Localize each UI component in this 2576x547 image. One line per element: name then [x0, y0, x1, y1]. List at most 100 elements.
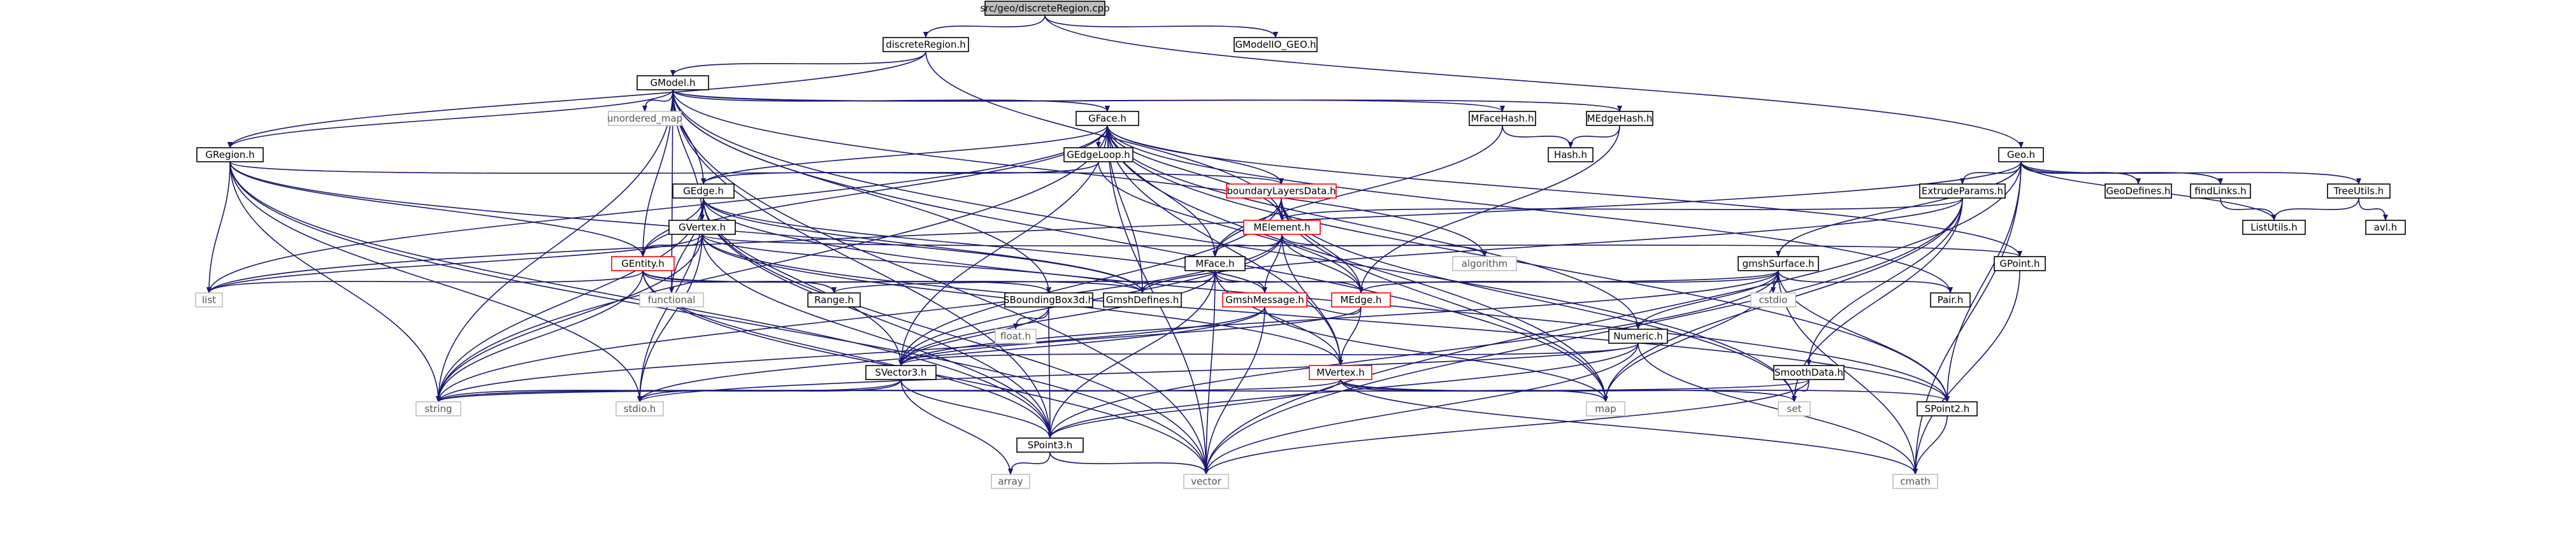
node-box — [637, 75, 709, 90]
edge-Geo_h-to-vector — [1204, 161, 2022, 475]
node-GEdge-h[interactable]: GEdge.h — [672, 183, 735, 199]
edge-boundaryLayersData_h-to-MElement_h — [1279, 197, 1284, 221]
node-box — [1004, 292, 1093, 308]
edge-GModel_h-to-string — [436, 89, 673, 402]
node-gmshSurface-h[interactable]: gmshSurface.h — [1738, 256, 1819, 271]
node-label: algorithm — [1462, 258, 1507, 269]
edge-Geo_h-to-gmshSurface_h — [1776, 161, 2022, 257]
node-SPoint2-h[interactable]: SPoint2.h — [1917, 401, 1978, 416]
node-Pair-h[interactable]: Pair.h — [1930, 292, 1971, 308]
node-box — [1994, 256, 2046, 271]
node-Range-h[interactable]: Range.h — [807, 292, 861, 308]
node-SmoothData-h[interactable]: SmoothData.h — [1773, 365, 1845, 380]
edge-GRegion_h-to-boundaryLayersData_h — [229, 161, 1284, 185]
node-cmath: cmath — [1892, 474, 1938, 489]
node-map: map — [1586, 401, 1625, 416]
node-label: cmath — [1900, 476, 1930, 487]
edge-GEdge_h-to-SPoint2_h — [703, 197, 1950, 402]
node-GRegion-h[interactable]: GRegion.h — [196, 147, 264, 162]
node-box — [196, 147, 264, 162]
edge-SmoothData_h-to-set — [1792, 379, 1810, 402]
node-label: MEdgeHash.h — [1587, 113, 1653, 124]
node-SVector3-h[interactable]: SVector3.h — [865, 365, 937, 380]
node-box — [1243, 220, 1321, 235]
node-SBoundingBox3d-h[interactable]: SBoundingBox3d.h — [1004, 292, 1094, 308]
node-label: GEdge.h — [683, 185, 724, 197]
node-boundaryLayersData-h[interactable]: boundaryLayersData.h — [1226, 183, 1337, 199]
edge-root-to-Geo_h — [1044, 15, 2024, 148]
edge-MElement_h-to-GmshMessage_h — [1262, 234, 1283, 294]
node-GmshDefines-h[interactable]: GmshDefines.h — [1103, 292, 1182, 308]
edge-GFace_h-to-MElement_h — [1107, 125, 1284, 221]
edge-discreteRegion_h-to-GModel_h — [670, 51, 926, 76]
edge-GRegion_h-to-list — [206, 161, 231, 294]
node-MFace-h[interactable]: MFace.h — [1184, 256, 1246, 271]
node-label: GEdgeLoop.h — [1067, 149, 1130, 160]
node-GModel-h[interactable]: GModel.h — [637, 75, 709, 90]
node-MVertex-h[interactable]: MVertex.h — [1309, 365, 1372, 380]
node-MEdge-h[interactable]: MEdge.h — [1331, 292, 1391, 308]
node-label: float.h — [1000, 330, 1031, 342]
node-box — [2105, 183, 2172, 199]
node-MEdgeHash-h[interactable]: MEdgeHash.h — [1586, 111, 1653, 126]
node-ExtrudeParams-h[interactable]: ExtrudeParams.h — [1919, 183, 2006, 199]
node-SPoint3-h[interactable]: SPoint3.h — [1016, 437, 1084, 453]
node-label: MElement.h — [1253, 222, 1310, 233]
node-GeoDefines-h[interactable]: GeoDefines.h — [2105, 183, 2172, 199]
node-Hash-h[interactable]: Hash.h — [1548, 147, 1594, 162]
node-GPoint-h[interactable]: GPoint.h — [1994, 256, 2046, 271]
node-root[interactable]: src/geo/discreteRegion.cpp — [980, 1, 1110, 16]
node-GFace-h[interactable]: GFace.h — [1076, 111, 1139, 126]
edge-MElement_h-to-MEdge_h — [1281, 234, 1364, 294]
edge-MFace_h-to-vector — [1204, 270, 1216, 475]
edge-MElement_h-to-algorithm — [1281, 234, 1487, 257]
edge-GEntity_h-to-list — [206, 270, 644, 294]
node-GmshMessage-h[interactable]: GmshMessage.h — [1222, 292, 1307, 308]
node-box — [1226, 183, 1337, 199]
node-Geo-h[interactable]: Geo.h — [1998, 147, 2044, 162]
node-discreteRegion-h[interactable]: discreteRegion.h — [882, 37, 969, 52]
node-GEdgeLoop-h[interactable]: GEdgeLoop.h — [1063, 147, 1133, 162]
node-label: GRegion.h — [205, 149, 254, 160]
node-box — [615, 401, 664, 416]
node-label: SBoundingBox3d.h — [1004, 294, 1094, 306]
edge-MFace_h-to-SVector3_h — [898, 270, 1216, 366]
edge-Numeric_h-to-vector — [1204, 343, 1639, 475]
edge-SPoint2_h-to-cmath — [1913, 415, 1948, 475]
node-float-h: float.h — [995, 329, 1037, 344]
node-box — [1892, 474, 1938, 489]
node-MFaceHash-h[interactable]: MFaceHash.h — [1469, 111, 1536, 126]
node-findLinks-h[interactable]: findLinks.h — [2190, 183, 2251, 199]
node-avl-h[interactable]: avl.h — [2365, 220, 2406, 235]
edge-SBoundingBox3d_h-to-SPoint3_h — [1047, 306, 1053, 439]
node-box — [1184, 256, 1246, 271]
node-string: string — [415, 401, 461, 416]
edge-GmshMessage_h-to-string — [436, 306, 1265, 402]
edge-gmshSurface_h-to-Range_h — [831, 270, 1779, 294]
node-TreeUtils-h[interactable]: TreeUtils.h — [2327, 183, 2391, 199]
edge-GEntity_h-to-string — [436, 270, 644, 402]
edge-Geo_h-to-list — [206, 161, 2022, 294]
node-stdio-h: stdio.h — [615, 401, 664, 416]
node-box — [1469, 111, 1536, 126]
node-label: set — [1787, 403, 1802, 415]
node-functional: functional — [639, 292, 704, 308]
node-ListUtils-h[interactable]: ListUtils.h — [2242, 220, 2306, 235]
node-label: MFace.h — [1195, 258, 1234, 269]
node-box — [611, 256, 675, 271]
edge-Geo_h-to-SPoint2_h — [1945, 161, 2022, 402]
node-box — [1917, 401, 1978, 416]
node-label: string — [424, 403, 452, 415]
node-Numeric-h[interactable]: Numeric.h — [1608, 329, 1668, 344]
node-label: GFace.h — [1088, 113, 1126, 124]
node-label: boundaryLayersData.h — [1227, 185, 1335, 197]
edge-GFace_h-to-SPoint2_h — [1107, 125, 1950, 402]
node-GVertex-h[interactable]: GVertex.h — [668, 220, 736, 235]
node-box — [1778, 401, 1811, 416]
node-GModelIO-GEO-h[interactable]: GModelIO_GEO.h — [1234, 37, 1318, 52]
node-MElement-h[interactable]: MElement.h — [1243, 220, 1321, 235]
edge-GModel_h-to-GVertex_h — [672, 89, 705, 221]
node-label: TreeUtils.h — [2333, 185, 2384, 197]
node-box — [1930, 292, 1971, 308]
node-GEntity-h[interactable]: GEntity.h — [611, 256, 675, 271]
